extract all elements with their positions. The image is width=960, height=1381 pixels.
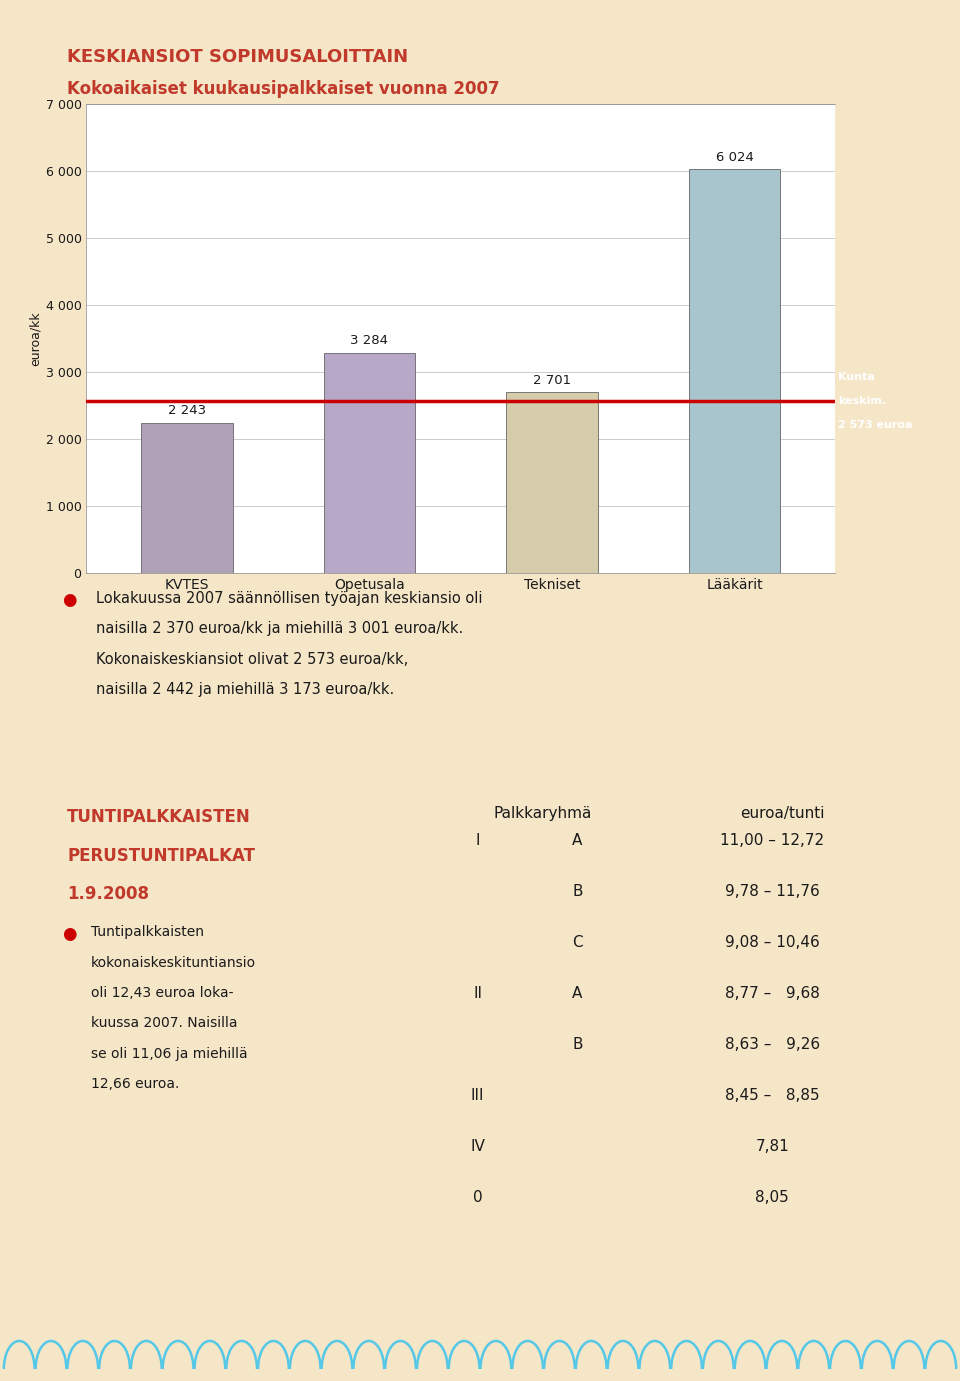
Text: II: II <box>473 986 482 1001</box>
Text: naisilla 2 442 ja miehillä 3 173 euroa/kk.: naisilla 2 442 ja miehillä 3 173 euroa/k… <box>96 682 395 697</box>
Text: 8,45 –   8,85: 8,45 – 8,85 <box>725 1088 820 1103</box>
Y-axis label: euroa/kk: euroa/kk <box>29 311 41 366</box>
Text: PERUSTUNTIPALKAT: PERUSTUNTIPALKAT <box>67 847 255 865</box>
Text: 9,08 – 10,46: 9,08 – 10,46 <box>725 935 820 950</box>
Text: 8,63 –   9,26: 8,63 – 9,26 <box>725 1037 820 1052</box>
Text: 9,78 – 11,76: 9,78 – 11,76 <box>725 884 820 899</box>
Text: euroa/tunti: euroa/tunti <box>740 805 825 820</box>
Text: 8,05: 8,05 <box>756 1189 789 1204</box>
Text: Tuntipalkkaisten: Tuntipalkkaisten <box>91 925 204 939</box>
Text: C: C <box>572 935 583 950</box>
Text: kuussa 2007. Naisilla: kuussa 2007. Naisilla <box>91 1016 238 1030</box>
Text: TUNTIPALKKAISTEN: TUNTIPALKKAISTEN <box>67 808 251 826</box>
Text: 7,81: 7,81 <box>756 1139 789 1153</box>
Text: 11,00 – 12,72: 11,00 – 12,72 <box>720 834 825 848</box>
Text: A: A <box>572 986 583 1001</box>
Text: 8,77 –   9,68: 8,77 – 9,68 <box>725 986 820 1001</box>
Text: Kokoaikaiset kuukausipalkkaiset vuonna 2007: Kokoaikaiset kuukausipalkkaiset vuonna 2… <box>67 80 500 98</box>
Text: se oli 11,06 ja miehillä: se oli 11,06 ja miehillä <box>91 1047 248 1061</box>
Text: 2 243: 2 243 <box>168 405 205 417</box>
Text: 2 573 euroa: 2 573 euroa <box>838 420 912 431</box>
Text: Kokonaiskeskiansiot olivat 2 573 euroa/kk,: Kokonaiskeskiansiot olivat 2 573 euroa/k… <box>96 652 408 667</box>
Text: 2 701: 2 701 <box>533 374 571 387</box>
Bar <box>507 392 598 573</box>
Text: Kunta: Kunta <box>838 371 875 381</box>
Text: naisilla 2 370 euroa/kk ja miehillä 3 001 euroa/kk.: naisilla 2 370 euroa/kk ja miehillä 3 00… <box>96 621 464 637</box>
Text: keskim.: keskim. <box>838 396 886 406</box>
Text: 6 024: 6 024 <box>716 151 754 164</box>
Text: ●: ● <box>62 925 77 943</box>
Text: III: III <box>471 1088 485 1103</box>
Text: 12,66 euroa.: 12,66 euroa. <box>91 1077 180 1091</box>
Text: A: A <box>572 834 583 848</box>
Text: Palkkaryhmä: Palkkaryhmä <box>493 805 591 820</box>
Bar <box>689 168 780 573</box>
Bar <box>141 423 232 573</box>
Text: 3 284: 3 284 <box>350 334 389 348</box>
Text: B: B <box>572 1037 583 1052</box>
Text: ●: ● <box>62 591 77 609</box>
Text: IV: IV <box>470 1139 485 1153</box>
Bar <box>324 352 415 573</box>
Text: kokonaiskeskituntiansio: kokonaiskeskituntiansio <box>91 956 256 969</box>
Text: oli 12,43 euroa loka-: oli 12,43 euroa loka- <box>91 986 233 1000</box>
Text: I: I <box>475 834 480 848</box>
Text: 0: 0 <box>473 1189 483 1204</box>
Text: B: B <box>572 884 583 899</box>
Text: 1.9.2008: 1.9.2008 <box>67 885 149 903</box>
Text: Lokakuussa 2007 säännöllisen työajan keskiansio oli: Lokakuussa 2007 säännöllisen työajan kes… <box>96 591 483 606</box>
Text: KESKIANSIOT SOPIMUSALOITTAIN: KESKIANSIOT SOPIMUSALOITTAIN <box>67 48 408 66</box>
